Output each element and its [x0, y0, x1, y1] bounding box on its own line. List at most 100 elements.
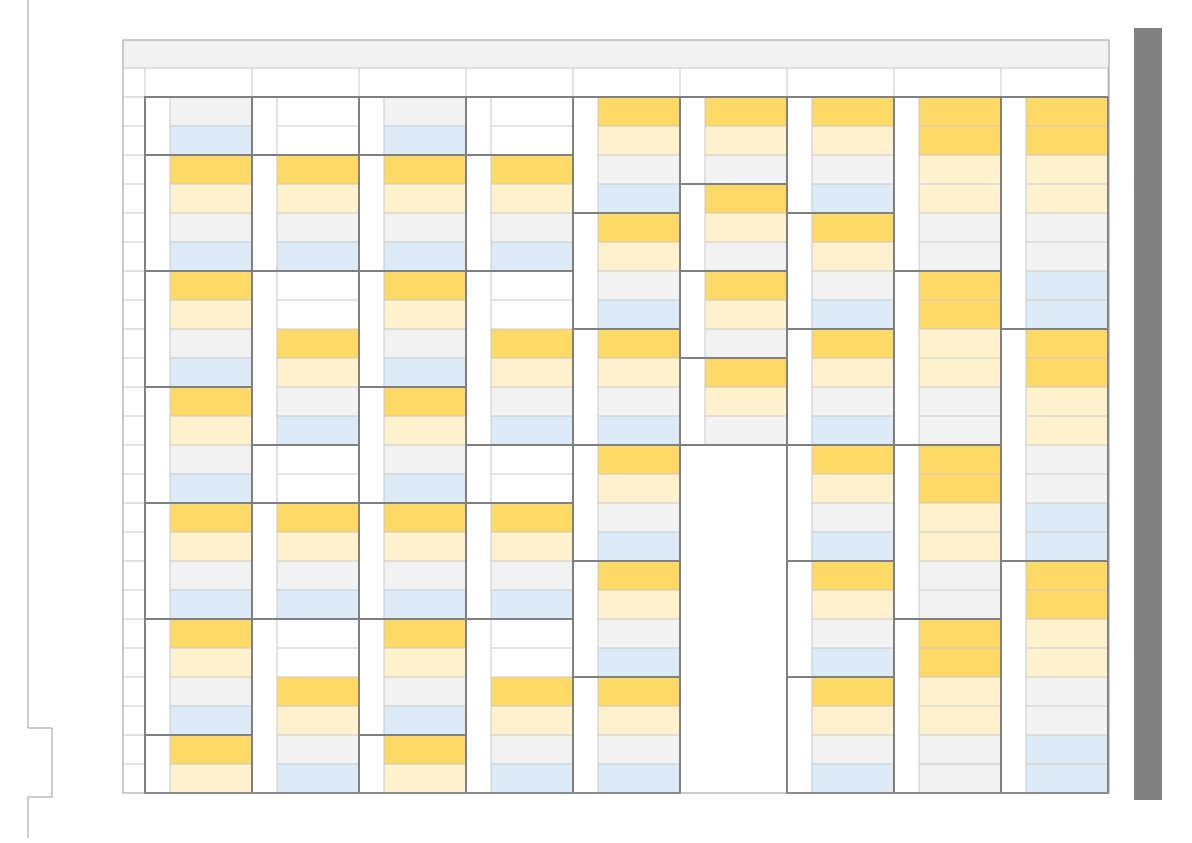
cell: [1025, 589, 1109, 620]
cell: [918, 299, 1002, 330]
row-header: [122, 473, 146, 504]
cell: [490, 502, 574, 533]
cell: [597, 676, 681, 707]
cell: [383, 125, 467, 156]
cell: [704, 241, 788, 272]
cell: [918, 502, 1002, 533]
cell: [1025, 386, 1109, 417]
cell: [490, 183, 574, 214]
cell: [704, 212, 788, 243]
cell: [597, 328, 681, 359]
cell: [490, 531, 574, 562]
cell: [383, 357, 467, 388]
cell: [918, 560, 1002, 591]
cell: [490, 96, 574, 127]
cell: [276, 125, 360, 156]
cell: [918, 734, 1002, 765]
cell: [1025, 96, 1109, 127]
cell: [276, 502, 360, 533]
cell: [276, 299, 360, 330]
grid-outline: [122, 39, 1110, 794]
cell: [383, 444, 467, 475]
cell: [705, 561, 787, 590]
cell: [490, 212, 574, 243]
cell: [169, 270, 253, 301]
cell: [490, 763, 574, 794]
cell: [276, 589, 360, 620]
cell: [1025, 299, 1109, 330]
cell: [276, 357, 360, 388]
cell: [597, 357, 681, 388]
row-header: [122, 705, 146, 736]
row-header: [122, 444, 146, 475]
cell: [490, 473, 574, 504]
cell: [918, 183, 1002, 214]
row-header: [122, 560, 146, 591]
cell: [276, 328, 360, 359]
cell: [383, 386, 467, 417]
cell: [383, 531, 467, 562]
row-header: [122, 647, 146, 678]
cell: [276, 676, 360, 707]
cell: [169, 531, 253, 562]
cell: [597, 618, 681, 649]
row-header: [122, 734, 146, 765]
row-header: [122, 154, 146, 185]
cell: [811, 647, 895, 678]
cell: [597, 241, 681, 272]
cell: [597, 473, 681, 504]
cell: [597, 183, 681, 214]
cell: [383, 589, 467, 620]
cell: [276, 154, 360, 185]
cell: [169, 357, 253, 388]
row-header: [122, 270, 146, 301]
cell: [490, 734, 574, 765]
cell: [811, 241, 895, 272]
cell: [490, 647, 574, 678]
cell: [811, 212, 895, 243]
cell: [169, 154, 253, 185]
cell: [704, 328, 788, 359]
cell: [811, 444, 895, 475]
row-header: [122, 386, 146, 417]
cell: [597, 444, 681, 475]
cell: [383, 299, 467, 330]
cell: [918, 212, 1002, 243]
cell: [383, 270, 467, 301]
cell: [705, 648, 787, 677]
cell: [169, 415, 253, 446]
cell: [811, 357, 895, 388]
cell: [1025, 502, 1109, 533]
row-header: [122, 763, 146, 794]
scrollbar: [1134, 28, 1162, 800]
cell: [383, 473, 467, 504]
cell: [169, 705, 253, 736]
row-header: [122, 328, 146, 359]
cell: [918, 270, 1002, 301]
cell: [918, 676, 1002, 707]
cell: [1025, 328, 1109, 359]
cell: [597, 589, 681, 620]
cell: [597, 270, 681, 301]
cell: [705, 735, 787, 764]
cell: [169, 212, 253, 243]
row-header: [122, 299, 146, 330]
cell: [918, 763, 1002, 794]
cell: [811, 618, 895, 649]
cell: [704, 96, 788, 127]
cell: [704, 299, 788, 330]
row-header: [122, 212, 146, 243]
cell: [490, 299, 574, 330]
cell: [276, 705, 360, 736]
cell: [490, 589, 574, 620]
cell: [276, 473, 360, 504]
cell: [597, 386, 681, 417]
cell: [383, 734, 467, 765]
cell: [383, 618, 467, 649]
cell: [490, 415, 574, 446]
cell: [1025, 154, 1109, 185]
row-header: [122, 676, 146, 707]
cell: [918, 705, 1002, 736]
row-header: [122, 531, 146, 562]
